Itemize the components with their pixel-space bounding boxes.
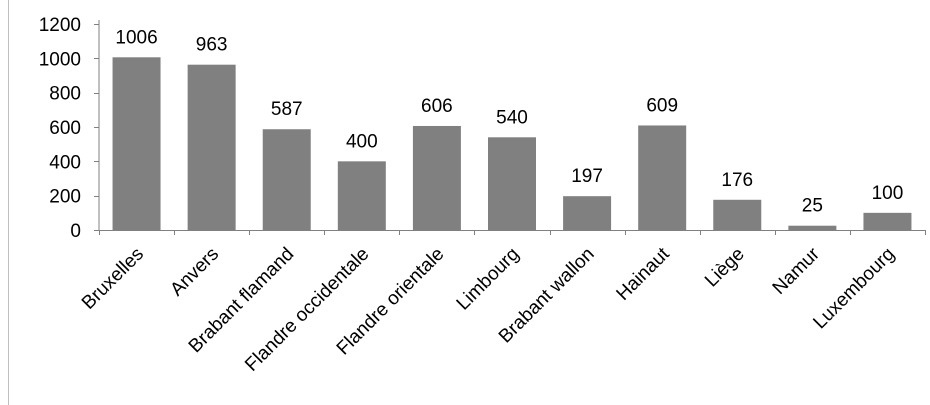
data-label: 400: [346, 131, 378, 152]
data-label: 540: [496, 107, 528, 128]
category-label: Limbourg: [453, 244, 524, 315]
bars: [112, 57, 912, 231]
y-tick-label: 200: [49, 187, 81, 208]
data-label: 963: [196, 35, 228, 56]
data-label: 197: [571, 166, 603, 187]
bar: [863, 212, 912, 230]
bar: [112, 57, 161, 231]
category-label: Luxembourg: [809, 244, 899, 334]
category-label: Anvers: [167, 244, 224, 301]
bar: [187, 64, 236, 230]
bar: [488, 137, 536, 230]
bar: [563, 196, 612, 230]
y-tick-label: 800: [49, 84, 81, 105]
y-tick-label: 1200: [39, 15, 81, 36]
y-tick-label: 600: [49, 118, 81, 139]
data-labels: 1006 963 587 400 606 540 197 609 176 25 100: [115, 27, 903, 216]
category-label: Liège: [701, 244, 749, 292]
data-label: 100: [872, 183, 904, 204]
y-tick-label: 0: [70, 221, 81, 242]
data-label: 606: [421, 96, 453, 117]
y-tick-label: 1000: [39, 49, 81, 70]
bar: [262, 129, 311, 230]
data-label: 25: [802, 196, 823, 217]
data-label: 587: [271, 99, 303, 120]
y-tick-label: 400: [49, 152, 81, 173]
category-label: Namur: [769, 243, 825, 299]
axes: [94, 20, 926, 235]
bar: [788, 225, 837, 230]
bar: [412, 125, 461, 230]
category-label: Flandre occidentale: [241, 244, 373, 376]
data-label: 1006: [115, 27, 157, 48]
bar: [713, 199, 762, 230]
data-label: 176: [721, 170, 753, 191]
bar: [638, 125, 687, 230]
data-label: 609: [646, 95, 678, 116]
category-label: Hainaut: [613, 243, 675, 305]
y-axis-tick-labels: 0 200 400 600 800 1000 1200: [39, 15, 81, 242]
category-label: Bruxelles: [78, 244, 148, 314]
bar: [337, 161, 386, 230]
